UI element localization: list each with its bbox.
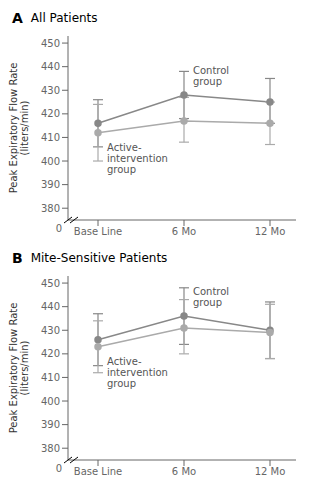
svg-text:440: 440 [41, 301, 60, 312]
svg-text:0: 0 [56, 463, 62, 474]
svg-text:420: 420 [41, 348, 60, 359]
svg-text:410: 410 [41, 132, 60, 143]
svg-text:400: 400 [41, 156, 60, 167]
html-text:All Patients: All Patients [30, 11, 98, 25]
svg-text:Peak Expiratory Flow Rate(lite: Peak Expiratory Flow Rate(liters/min) [8, 63, 30, 194]
svg-text:450: 450 [41, 38, 60, 49]
svg-text:Controlgroup: Controlgroup [193, 286, 229, 308]
svg-text:380: 380 [41, 203, 60, 214]
svg-text:450: 450 [41, 278, 60, 289]
svg-text:420: 420 [41, 108, 60, 119]
svg-text:6 Mo: 6 Mo [172, 226, 196, 237]
svg-text:400: 400 [41, 396, 60, 407]
svg-text:6 Mo: 6 Mo [172, 466, 196, 477]
svg-text:390: 390 [41, 179, 60, 190]
svg-text:380: 380 [41, 443, 60, 454]
svg-text:12 Mo: 12 Mo [255, 226, 286, 237]
svg-text:Active-interventiongroup: Active-interventiongroup [107, 356, 168, 389]
svg-text:Active-interventiongroup: Active-interventiongroup [107, 142, 168, 175]
svg-text:390: 390 [41, 419, 60, 430]
html-text:B: B [12, 250, 23, 266]
svg-text:440: 440 [41, 61, 60, 72]
html-text:A: A [12, 10, 23, 26]
svg-text:410: 410 [41, 372, 60, 383]
svg-text:Base Line: Base Line [74, 466, 122, 477]
svg-text:430: 430 [41, 325, 60, 336]
html-text:Mite-Sensitive Patients: Mite-Sensitive Patients [30, 251, 168, 265]
svg-text:Controlgroup: Controlgroup [193, 65, 229, 87]
svg-text:Peak Expiratory Flow Rate(lite: Peak Expiratory Flow Rate(liters/min) [8, 303, 30, 434]
svg-text:12 Mo: 12 Mo [255, 466, 286, 477]
svg-text:430: 430 [41, 85, 60, 96]
svg-text:0: 0 [56, 223, 62, 234]
svg-text:Base Line: Base Line [74, 226, 122, 237]
